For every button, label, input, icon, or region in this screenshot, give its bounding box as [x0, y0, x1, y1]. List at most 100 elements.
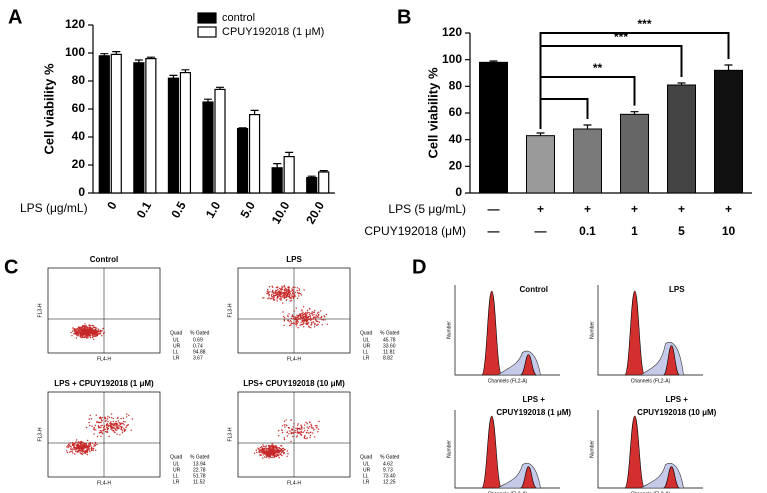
- event-dot: [124, 421, 126, 423]
- event-dot: [301, 312, 303, 315]
- event-dot: [111, 417, 113, 419]
- y-tick-label: 120: [65, 17, 85, 31]
- plot-frame: [597, 285, 703, 376]
- event-dot: [276, 449, 279, 451]
- y-tick-label: 100: [65, 45, 85, 59]
- event-dot: [111, 429, 113, 431]
- event-dot: [290, 432, 293, 435]
- event-dot: [101, 431, 103, 434]
- event-dot: [302, 311, 304, 313]
- event-dot: [81, 444, 84, 446]
- row-value: 0.1: [579, 224, 596, 238]
- event-dot: [292, 289, 294, 291]
- panel-label: A: [8, 6, 22, 28]
- event-dot: [306, 426, 308, 428]
- y-tick-label: 40: [72, 129, 86, 143]
- event-dot: [267, 450, 269, 452]
- event-dot: [312, 311, 314, 313]
- event-dot: [84, 331, 86, 333]
- event-dot: [265, 448, 267, 450]
- event-dot: [306, 309, 309, 312]
- event-dot: [304, 318, 306, 321]
- event-dot: [309, 436, 311, 438]
- event-dot: [272, 449, 275, 452]
- event-dot: [293, 317, 295, 320]
- event-dot: [79, 445, 82, 447]
- event-dot: [296, 320, 299, 322]
- event-dot: [88, 328, 90, 331]
- event-dot: [95, 429, 97, 431]
- y-tick-label: 40: [449, 132, 463, 146]
- event-dot: [264, 452, 266, 455]
- plot-title: LPS+ CPUY192018 (10 μM): [243, 379, 345, 388]
- event-dot: [122, 420, 125, 423]
- table-cell: LR: [363, 355, 370, 361]
- event-dot: [296, 322, 298, 325]
- event-dot: [283, 438, 286, 441]
- event-dot: [81, 333, 84, 335]
- event-dot: [101, 330, 103, 332]
- panel-label: D: [412, 256, 426, 278]
- event-dot: [80, 440, 82, 443]
- event-dot: [87, 439, 89, 442]
- event-dot: [277, 455, 280, 457]
- table-header: Quad: [360, 330, 372, 336]
- event-dot: [127, 424, 129, 426]
- event-dot: [82, 443, 85, 446]
- event-dot: [86, 453, 89, 456]
- event-dot: [114, 424, 116, 426]
- event-dot: [113, 422, 115, 424]
- bar: [202, 101, 214, 194]
- event-dot: [72, 452, 74, 454]
- table-cell: 73.40: [383, 473, 396, 479]
- event-dot: [285, 295, 288, 298]
- event-dot: [283, 420, 286, 422]
- event-dot: [299, 318, 302, 320]
- event-dot: [86, 328, 89, 330]
- event-dot: [275, 291, 277, 293]
- event-dot: [93, 427, 95, 429]
- event-dot: [82, 328, 85, 331]
- event-dot: [314, 425, 317, 427]
- table-cell: UR: [173, 467, 181, 473]
- event-dot: [69, 444, 71, 446]
- event-dot: [290, 299, 293, 302]
- event-dot: [288, 313, 290, 315]
- event-dot: [287, 293, 289, 296]
- event-dot: [308, 318, 310, 320]
- event-dot: [88, 444, 90, 447]
- event-dot: [300, 434, 302, 436]
- event-dot: [131, 418, 133, 420]
- event-dot: [86, 337, 88, 339]
- event-dot: [74, 330, 76, 333]
- event-dot: [292, 286, 294, 288]
- event-dot: [292, 435, 294, 438]
- event-dot: [80, 453, 82, 455]
- event-dot: [285, 419, 287, 421]
- table-cell: LR: [173, 355, 180, 361]
- event-dot: [281, 285, 283, 288]
- event-dot: [263, 448, 265, 450]
- event-dot: [285, 290, 287, 292]
- event-dot: [94, 443, 97, 445]
- event-dot: [262, 457, 264, 459]
- bar: [214, 88, 226, 194]
- event-dot: [126, 413, 128, 415]
- event-dot: [77, 334, 80, 336]
- event-dot: [76, 334, 78, 336]
- event-dot: [300, 424, 302, 426]
- event-dot: [312, 317, 314, 319]
- event-dot: [310, 425, 313, 427]
- event-dot: [288, 433, 290, 435]
- event-dot: [301, 314, 303, 317]
- event-dot: [101, 335, 103, 337]
- event-dot: [98, 329, 100, 331]
- event-dot: [261, 446, 263, 448]
- row-value: 1: [631, 224, 638, 238]
- event-dot: [306, 429, 309, 432]
- event-dot: [267, 298, 269, 300]
- event-dot: [305, 321, 307, 323]
- table-cell: 22.78: [193, 467, 206, 473]
- event-dot: [271, 453, 274, 456]
- y-axis-title: FL3-H: [37, 303, 43, 317]
